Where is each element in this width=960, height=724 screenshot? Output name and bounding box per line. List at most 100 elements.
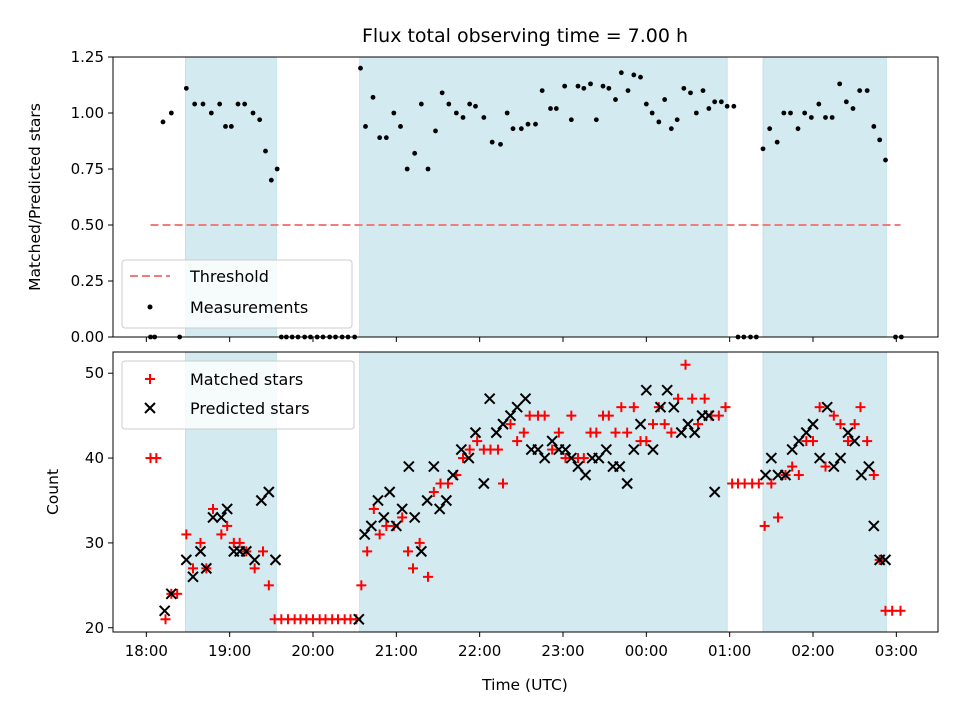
- matched-star-point: [808, 436, 818, 447]
- predicted-star-point: [165, 588, 178, 600]
- measurement-point: [510, 126, 516, 132]
- matched-star-point: [195, 537, 206, 548]
- predicted-star-point: [613, 460, 626, 473]
- measurement-point: [235, 101, 241, 107]
- measurement-point: [518, 126, 524, 132]
- chart-title: Flux total observing time = 7.00 h: [362, 25, 688, 47]
- matched-star-point: [423, 571, 433, 582]
- predicted-star-point: [600, 443, 613, 456]
- predicted-star-point: [158, 605, 171, 617]
- measurement-point: [539, 88, 545, 93]
- bottom-x-tick-label: 22:00: [458, 642, 501, 660]
- predicted-star-point: [194, 545, 207, 558]
- measurement-point: [439, 90, 445, 96]
- top-y-tick-label: 0.75: [71, 160, 104, 178]
- matched-star-point: [855, 402, 866, 413]
- matched-star-point: [362, 546, 373, 557]
- bottom-x-tick-label: 18:00: [125, 642, 168, 660]
- top-legend: Threshold Measurements: [121, 259, 353, 329]
- matched-star-point: [458, 453, 468, 464]
- matched-star-point: [408, 563, 418, 574]
- measurement-point: [460, 115, 466, 120]
- measurement-point: [668, 126, 674, 132]
- matched-star-point: [263, 580, 274, 591]
- predicted-star-point: [240, 545, 253, 558]
- matched-star-point: [628, 402, 639, 413]
- measurement-point: [504, 110, 510, 116]
- measurement-point: [223, 124, 228, 129]
- predicted-star-point: [490, 426, 503, 439]
- matched-star-point: [222, 520, 233, 531]
- predicted-star-point: [447, 469, 459, 481]
- matched-star-point: [680, 359, 691, 370]
- matched-star-point: [622, 427, 633, 438]
- top-series: [148, 65, 904, 340]
- matched-star-point: [666, 427, 677, 438]
- bottom-x-ticks: 18:00 19:00 20:00 21:00 22:00 23:00 00:00 01:00…: [125, 632, 918, 660]
- measurement-point: [774, 139, 780, 145]
- measurement-point: [398, 124, 403, 129]
- top-y-tick-label: 0.25: [71, 272, 104, 290]
- measurement-point: [718, 99, 724, 105]
- measurement-point: [533, 121, 538, 127]
- measurement-point: [363, 124, 368, 129]
- predicted-star-point: [848, 435, 861, 447]
- measurement-point: [160, 119, 166, 125]
- matched-star-point: [464, 444, 475, 455]
- measurement-point: [649, 110, 655, 116]
- matched-star-point: [512, 436, 523, 447]
- matched-star-point: [773, 512, 783, 523]
- matched-star-point: [249, 563, 260, 574]
- matched-star-point: [835, 419, 846, 430]
- matched-star-point: [258, 546, 268, 557]
- predicted-star-point: [807, 418, 819, 430]
- matched-star-point: [443, 478, 453, 489]
- top-axes-frame: [112, 56, 939, 338]
- top-legend-box: [121, 259, 353, 329]
- measurement-point: [802, 110, 808, 116]
- measurement-point: [731, 103, 737, 109]
- bottom-x-tick-label: 03:00: [875, 642, 918, 660]
- predicted-star-point: [546, 435, 558, 447]
- matched-star-point: [181, 529, 192, 540]
- predicted-star-point: [675, 426, 688, 439]
- bottom-legend-box: [121, 360, 355, 430]
- measurement-point: [816, 101, 822, 107]
- predicted-star-point: [440, 494, 453, 507]
- matched-star-point: [428, 487, 439, 497]
- measurement-point: [568, 117, 574, 123]
- measurement-point: [358, 65, 363, 71]
- measurement-point: [263, 148, 268, 154]
- measurement-point: [808, 115, 814, 120]
- predicted-star-point: [661, 384, 673, 396]
- predicted-star-point: [703, 409, 715, 422]
- matched-star-point: [356, 580, 367, 591]
- matched-star-point: [843, 436, 853, 447]
- predicted-star-point: [688, 426, 701, 439]
- measurement-point: [418, 101, 424, 107]
- predicted-legend-label: Predicted stars: [190, 399, 310, 418]
- predicted-star-point: [511, 401, 523, 413]
- measurement-point: [788, 110, 793, 116]
- measurement-point: [877, 137, 883, 143]
- matched-legend-label: Matched stars: [190, 370, 303, 389]
- bottom-series: [145, 359, 906, 625]
- measurement-point: [662, 97, 668, 102]
- predicted-star-point: [519, 392, 532, 405]
- measurement-point: [446, 101, 452, 107]
- measurement-point: [606, 85, 612, 91]
- matched-star-point: [151, 453, 162, 464]
- measurement-point: [453, 110, 459, 116]
- bottom-x-tick-label: 02:00: [791, 642, 834, 660]
- measurement-point: [625, 88, 631, 93]
- predicted-star-point: [879, 554, 892, 566]
- measurement-point: [208, 110, 214, 116]
- predicted-star-point: [538, 452, 551, 464]
- matched-star-point: [699, 393, 710, 404]
- matched-star-point: [641, 436, 652, 447]
- predicted-star-point: [478, 477, 490, 490]
- matched-star-point: [374, 529, 385, 540]
- matched-star-point: [687, 393, 698, 404]
- predicted-star-point: [821, 401, 833, 413]
- predicted-star-point: [765, 452, 778, 464]
